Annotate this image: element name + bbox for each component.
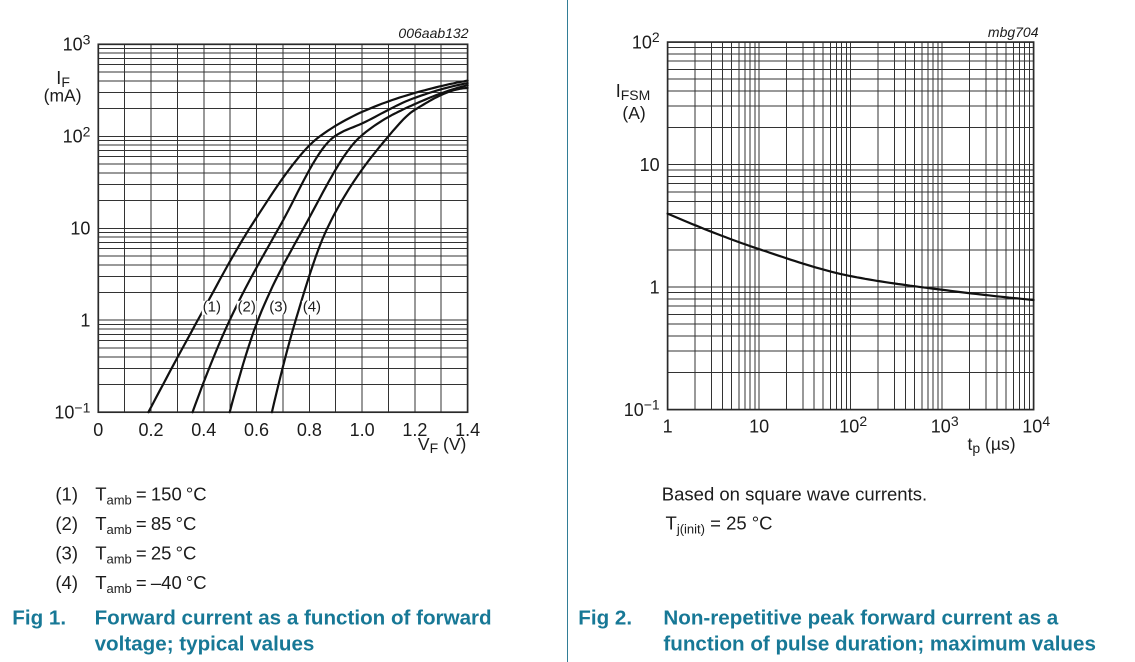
- svg-text:(3): (3): [269, 298, 287, 315]
- svg-text:103: 103: [931, 413, 959, 436]
- svg-text:1: 1: [650, 277, 660, 297]
- svg-text:(2): (2): [238, 298, 256, 315]
- svg-text:10: 10: [70, 219, 90, 239]
- svg-text:10−1: 10−1: [54, 399, 90, 422]
- svg-text:Based on square wave currents.: Based on square wave currents.: [662, 483, 927, 504]
- svg-text:0.8: 0.8: [297, 420, 322, 440]
- svg-text:1: 1: [663, 416, 673, 436]
- svg-text:(1): (1): [55, 484, 78, 505]
- svg-text:(2): (2): [55, 513, 78, 534]
- svg-text:1.4: 1.4: [455, 420, 480, 440]
- svg-text:104: 104: [1022, 413, 1050, 436]
- svg-text:Fig 1.: Fig 1.: [12, 606, 66, 629]
- svg-text:1.0: 1.0: [350, 420, 375, 440]
- svg-text:mbg704: mbg704: [988, 24, 1039, 40]
- svg-text:(4): (4): [55, 572, 78, 593]
- svg-text:103: 103: [63, 31, 91, 54]
- svg-text:1.2: 1.2: [402, 420, 427, 440]
- svg-text:Tamb = 150 °C: Tamb = 150 °C: [95, 484, 206, 508]
- svg-text:Tamb = –40 °C: Tamb = –40 °C: [95, 572, 206, 596]
- svg-text:IF: IF: [56, 68, 70, 90]
- svg-text:voltage; typical values: voltage; typical values: [95, 633, 315, 656]
- svg-text:Tj(init) = 25 °C: Tj(init) = 25 °C: [666, 513, 773, 537]
- svg-text:Fig 2.: Fig 2.: [578, 606, 632, 629]
- svg-text:tp (µs): tp (µs): [968, 434, 1016, 456]
- svg-text:102: 102: [839, 413, 867, 436]
- svg-text:10−1: 10−1: [624, 397, 660, 420]
- svg-text:Forward current as a function: Forward current as a function of forward: [95, 606, 492, 629]
- svg-text:Tamb = 85 °C: Tamb = 85 °C: [95, 513, 196, 537]
- svg-text:function of pulse duration; ma: function of pulse duration; maximum valu…: [663, 633, 1096, 656]
- svg-text:102: 102: [63, 123, 91, 146]
- svg-text:0.4: 0.4: [191, 420, 216, 440]
- svg-text:0.6: 0.6: [244, 420, 269, 440]
- svg-text:(mA): (mA): [44, 85, 82, 105]
- svg-text:10: 10: [749, 416, 769, 436]
- svg-text:VF (V): VF (V): [418, 434, 466, 456]
- svg-text:(4): (4): [303, 298, 321, 315]
- svg-text:Non-repetitive peak forward cu: Non-repetitive peak forward current as a: [663, 606, 1058, 629]
- svg-text:(A): (A): [622, 103, 645, 123]
- svg-text:IFSM: IFSM: [616, 81, 651, 103]
- svg-text:102: 102: [632, 29, 660, 52]
- svg-text:1: 1: [80, 311, 90, 331]
- svg-text:0.2: 0.2: [139, 420, 164, 440]
- svg-text:(3): (3): [55, 543, 78, 564]
- svg-text:Tamb = 25 °C: Tamb = 25 °C: [95, 543, 196, 567]
- svg-text:0: 0: [93, 420, 103, 440]
- svg-text:006aab132: 006aab132: [398, 25, 468, 41]
- svg-text:10: 10: [640, 155, 660, 175]
- svg-text:(1): (1): [203, 298, 221, 315]
